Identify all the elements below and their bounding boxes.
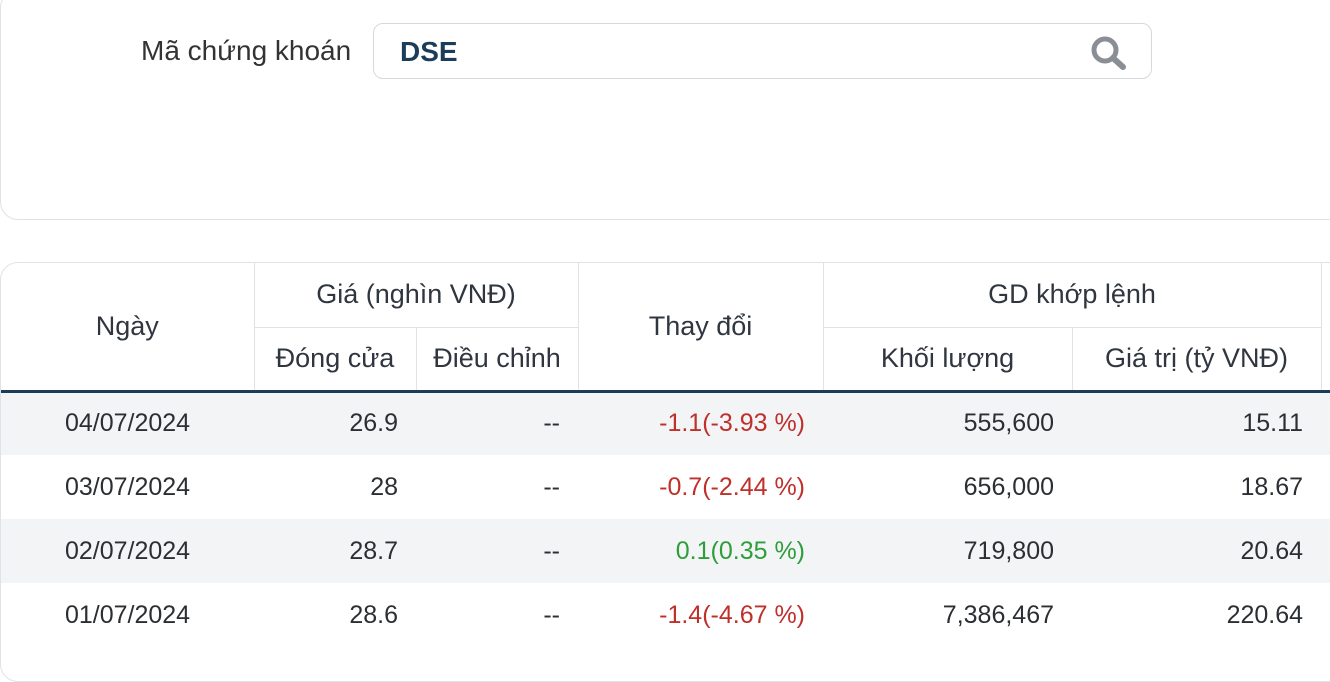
table-row: 04/07/2024 26.9 -- -1.1(-3.93 %) 555,600… (1, 391, 1330, 455)
header-adjusted: Điều chỉnh (416, 327, 579, 393)
cell-volume: 555,600 (823, 391, 1073, 455)
cell-value: 220.64 (1226, 600, 1304, 629)
cell-value: 15.11 (1072, 391, 1322, 455)
cell-close: 28.7 (254, 519, 416, 583)
header-extra (1321, 263, 1330, 393)
cell-extra (1321, 391, 1330, 455)
cell-change: -1.1(-3.93 %) (578, 391, 824, 455)
search-icon[interactable] (1089, 34, 1129, 72)
header-volume: Khối lượng (823, 327, 1073, 393)
cell-adjusted: -- (416, 391, 579, 455)
header-value: Giá trị (tỷ VNĐ) (1072, 327, 1322, 393)
cell-date: 04/07/2024 (1, 391, 254, 455)
cell-date: 03/07/2024 (64, 472, 191, 501)
cell-change: 0.1(0.35 %) (578, 519, 824, 583)
search-panel: Mã chứng khoán DSE (0, 0, 1330, 220)
cell-date: 01/07/2024 (64, 600, 191, 629)
table-row: 02/07/2024 28.7 -- 0.1(0.35 %) 719,800 2… (1, 519, 1330, 583)
header-price-group: Giá (nghìn VNĐ) (254, 263, 579, 328)
cell-volume: 7,386,467 (942, 600, 1055, 629)
cell-value: 20.64 (1072, 519, 1322, 583)
stock-code-search-box[interactable]: DSE (373, 23, 1152, 79)
table-row: 01/07/2024 28.6 -- -1.4(-4.67 %) 7,386,4… (1, 583, 1330, 647)
cell-extra (1321, 583, 1330, 647)
stock-code-label: Mã chứng khoán (141, 35, 352, 66)
cell-close: 28.6 (349, 600, 398, 629)
cell-adjusted: -- (543, 472, 561, 501)
header-change: Thay đổi (578, 263, 824, 393)
cell-extra (1321, 455, 1330, 519)
cell-value: 18.67 (1240, 472, 1304, 501)
cell-change: -1.4(-4.67 %) (659, 600, 806, 629)
table-row: 03/07/2024 28 -- -0.7(-2.44 %) 656,000 1… (1, 455, 1330, 519)
cell-date: 02/07/2024 (1, 519, 254, 583)
cell-change: -0.7(-2.44 %) (659, 472, 806, 501)
stock-code-input[interactable]: DSE (400, 36, 458, 67)
cell-close: 28 (370, 472, 398, 501)
cell-adjusted: -- (416, 519, 579, 583)
cell-volume: 719,800 (823, 519, 1073, 583)
cell-volume: 656,000 (963, 472, 1055, 501)
header-date: Ngày (1, 263, 255, 393)
cell-close: 26.9 (254, 391, 416, 455)
header-matched-group: GD khớp lệnh (823, 263, 1322, 328)
header-close: Đóng cửa (254, 327, 417, 393)
price-history-table: Ngày Giá (nghìn VNĐ) Thay đổi GD khớp lệ… (0, 262, 1330, 682)
cell-adjusted: -- (543, 600, 561, 629)
cell-extra (1321, 519, 1330, 583)
